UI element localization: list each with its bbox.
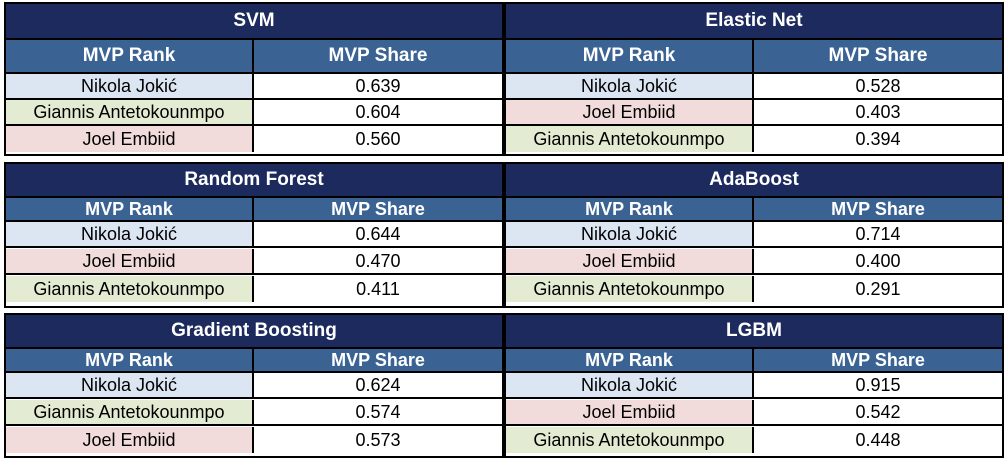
column-header-share: MVP Share [754, 40, 1002, 72]
share-cell: 0.291 [855, 278, 901, 299]
share-cell: 0.624 [355, 374, 401, 395]
player-cell: Nikola Jokić [506, 373, 754, 397]
share-cell: 0.604 [355, 101, 401, 122]
column-header-rank: MVP Rank [506, 349, 754, 371]
player-cell: Nikola Jokić [6, 222, 254, 246]
share-cell: 0.560 [355, 128, 401, 149]
column-header-rank: MVP Rank [6, 198, 254, 220]
table-row: Nikola Jokić 0.644 [6, 222, 502, 248]
player-cell: Joel Embiid [506, 249, 754, 273]
share-cell: 0.394 [855, 128, 901, 149]
player-cell: Nikola Jokić [506, 74, 754, 98]
share-cell: 0.574 [355, 401, 401, 422]
column-header-share: MVP Share [254, 349, 502, 371]
column-header-share: MVP Share [754, 349, 1002, 371]
table-row: Giannis Antetokounmpo 0.291 [506, 276, 1002, 302]
column-header-share: MVP Share [754, 198, 1002, 220]
share-cell: 0.470 [355, 250, 401, 271]
player-cell: Giannis Antetokounmpo [6, 276, 254, 302]
share-cell: 0.644 [355, 223, 401, 244]
table-header: MVP Rank MVP Share [506, 40, 1002, 74]
player-cell: Joel Embiid [6, 427, 254, 453]
table-adaboost: AdaBoost MVP Rank MVP Share Nikola Jokić… [504, 162, 1004, 308]
share-cell: 0.448 [855, 429, 901, 450]
table-row: Giannis Antetokounmpo 0.604 [6, 100, 502, 126]
table-title: Random Forest [6, 164, 502, 198]
share-cell: 0.573 [355, 429, 401, 450]
share-cell: 0.528 [855, 75, 901, 96]
column-header-rank: MVP Rank [506, 40, 754, 72]
player-cell: Nikola Jokić [6, 373, 254, 397]
player-cell: Giannis Antetokounmpo [6, 100, 254, 124]
table-row: Nikola Jokić 0.528 [506, 74, 1002, 100]
table-header: MVP Rank MVP Share [6, 40, 502, 74]
player-cell: Nikola Jokić [506, 222, 754, 246]
table-row: Joel Embiid 0.403 [506, 100, 1002, 126]
table-row: Giannis Antetokounmpo 0.448 [506, 427, 1002, 453]
share-cell: 0.714 [855, 223, 901, 244]
player-cell: Joel Embiid [6, 249, 254, 273]
player-cell: Nikola Jokić [6, 74, 254, 98]
column-header-rank: MVP Rank [6, 349, 254, 371]
table-title: SVM [6, 4, 502, 40]
table-random-forest: Random Forest MVP Rank MVP Share Nikola … [4, 162, 504, 308]
table-row: Joel Embiid 0.470 [6, 249, 502, 275]
player-cell: Giannis Antetokounmpo [506, 276, 754, 302]
share-cell: 0.403 [855, 101, 901, 122]
table-header: MVP Rank MVP Share [506, 198, 1002, 222]
column-header-rank: MVP Rank [6, 40, 254, 72]
share-cell: 0.400 [855, 250, 901, 271]
share-cell: 0.542 [855, 401, 901, 422]
player-cell: Joel Embiid [6, 126, 254, 152]
table-row: Joel Embiid 0.573 [6, 427, 502, 453]
table-row: Nikola Jokić 0.915 [506, 373, 1002, 399]
player-cell: Giannis Antetokounmpo [506, 427, 754, 453]
player-cell: Giannis Antetokounmpo [506, 126, 754, 152]
player-cell: Joel Embiid [506, 400, 754, 424]
table-title: AdaBoost [506, 164, 1002, 198]
table-header: MVP Rank MVP Share [6, 349, 502, 373]
table-row: Giannis Antetokounmpo 0.411 [6, 276, 502, 302]
table-title: Elastic Net [506, 4, 1002, 40]
column-header-share: MVP Share [254, 40, 502, 72]
table-row: Joel Embiid 0.400 [506, 249, 1002, 275]
table-row: Nikola Jokić 0.639 [6, 74, 502, 100]
table-title: Gradient Boosting [6, 315, 502, 349]
table-title: LGBM [506, 315, 1002, 349]
table-header: MVP Rank MVP Share [6, 198, 502, 222]
table-row: Giannis Antetokounmpo 0.574 [6, 400, 502, 426]
table-row: Joel Embiid 0.542 [506, 400, 1002, 426]
table-row: Joel Embiid 0.560 [6, 126, 502, 152]
table-gradient-boosting: Gradient Boosting MVP Rank MVP Share Nik… [4, 313, 504, 458]
player-cell: Joel Embiid [506, 100, 754, 124]
table-row: Nikola Jokić 0.714 [506, 222, 1002, 248]
table-row: Giannis Antetokounmpo 0.394 [506, 126, 1002, 152]
share-cell: 0.915 [855, 374, 901, 395]
share-cell: 0.639 [355, 75, 401, 96]
share-cell: 0.411 [356, 278, 400, 299]
table-lgbm: LGBM MVP Rank MVP Share Nikola Jokić 0.9… [504, 313, 1004, 458]
table-row: Nikola Jokić 0.624 [6, 373, 502, 399]
player-cell: Giannis Antetokounmpo [6, 400, 254, 424]
column-header-rank: MVP Rank [506, 198, 754, 220]
table-header: MVP Rank MVP Share [506, 349, 1002, 373]
table-elastic-net: Elastic Net MVP Rank MVP Share Nikola Jo… [504, 2, 1004, 156]
column-header-share: MVP Share [254, 198, 502, 220]
table-svm: SVM MVP Rank MVP Share Nikola Jokić 0.63… [4, 2, 504, 156]
